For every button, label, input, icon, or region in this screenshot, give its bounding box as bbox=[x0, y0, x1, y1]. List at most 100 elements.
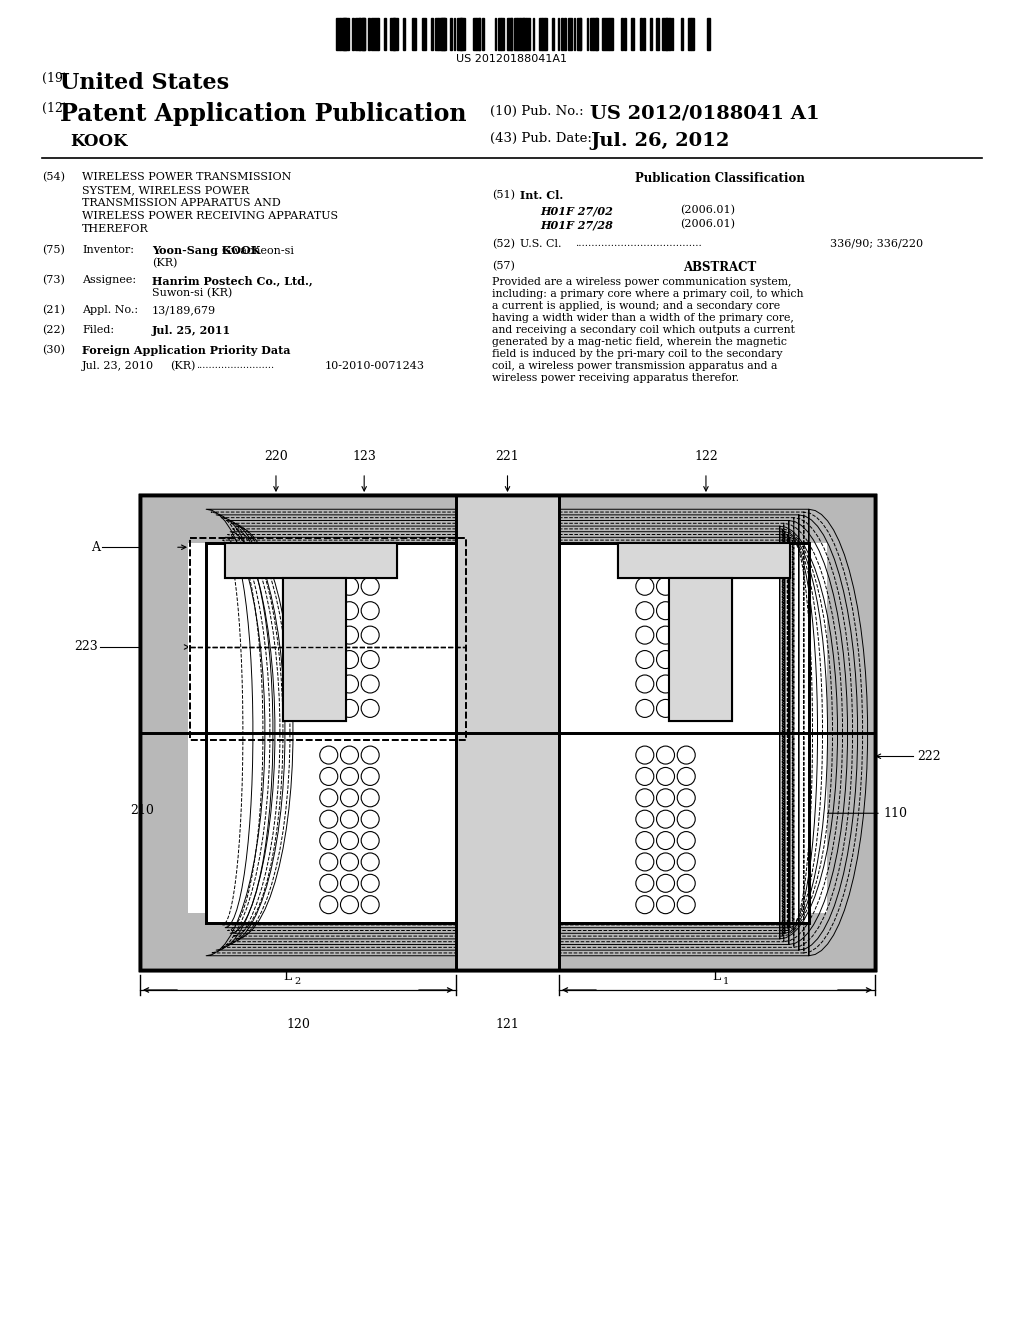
Bar bbox=[140, 495, 874, 543]
Bar bbox=[336, 18, 340, 50]
Bar bbox=[343, 18, 346, 50]
Bar bbox=[552, 18, 554, 50]
Text: (KR): (KR) bbox=[152, 257, 177, 268]
Circle shape bbox=[636, 789, 654, 807]
Bar bbox=[140, 913, 874, 970]
Circle shape bbox=[340, 626, 358, 644]
Bar bbox=[456, 495, 559, 970]
Circle shape bbox=[319, 602, 338, 619]
Bar bbox=[593, 18, 597, 50]
Bar bbox=[378, 18, 379, 50]
Text: THEREFOR: THEREFOR bbox=[82, 224, 148, 234]
Bar bbox=[434, 18, 437, 50]
Bar bbox=[441, 18, 445, 50]
Text: (12): (12) bbox=[42, 102, 68, 115]
Text: Inventor:: Inventor: bbox=[82, 246, 134, 255]
Bar bbox=[224, 543, 397, 578]
Text: H01F 27/02: H01F 27/02 bbox=[540, 205, 613, 216]
Circle shape bbox=[361, 874, 379, 892]
Bar bbox=[546, 18, 547, 50]
Circle shape bbox=[636, 675, 654, 693]
Bar bbox=[670, 578, 732, 721]
Bar bbox=[390, 18, 394, 50]
Text: Patent Application Publication: Patent Application Publication bbox=[60, 102, 467, 125]
Text: 13/189,679: 13/189,679 bbox=[152, 305, 216, 315]
Bar bbox=[463, 18, 465, 50]
Bar bbox=[827, 495, 874, 970]
Bar bbox=[514, 18, 517, 50]
Bar bbox=[355, 18, 359, 50]
Text: (10) Pub. No.:: (10) Pub. No.: bbox=[490, 106, 584, 117]
Text: 221: 221 bbox=[496, 450, 519, 463]
Bar bbox=[558, 18, 559, 50]
Bar bbox=[479, 18, 480, 50]
Bar bbox=[456, 495, 559, 970]
Bar bbox=[622, 18, 623, 50]
Text: Hanrim Postech Co., Ltd.,: Hanrim Postech Co., Ltd., bbox=[152, 275, 312, 286]
Circle shape bbox=[656, 874, 675, 892]
Circle shape bbox=[656, 577, 675, 595]
Text: (22): (22) bbox=[42, 325, 65, 335]
Circle shape bbox=[319, 577, 338, 595]
Circle shape bbox=[677, 651, 695, 668]
Text: ABSTRACT: ABSTRACT bbox=[683, 261, 757, 275]
Circle shape bbox=[677, 675, 695, 693]
Text: (54): (54) bbox=[42, 172, 65, 182]
Circle shape bbox=[319, 853, 338, 871]
Bar bbox=[498, 18, 501, 50]
Text: WIRELESS POWER RECEIVING APPARATUS: WIRELESS POWER RECEIVING APPARATUS bbox=[82, 211, 338, 220]
Bar bbox=[454, 18, 456, 50]
Text: Filed:: Filed: bbox=[82, 325, 114, 335]
Bar bbox=[640, 18, 642, 50]
Text: 110: 110 bbox=[883, 807, 907, 820]
Bar bbox=[140, 495, 874, 970]
Circle shape bbox=[361, 896, 379, 913]
Circle shape bbox=[340, 810, 358, 828]
Circle shape bbox=[340, 651, 358, 668]
Circle shape bbox=[636, 553, 654, 570]
Bar bbox=[625, 18, 626, 50]
Text: .........................: ......................... bbox=[196, 360, 274, 370]
Circle shape bbox=[656, 832, 675, 850]
Bar bbox=[140, 495, 874, 970]
Bar bbox=[444, 18, 445, 50]
Bar bbox=[507, 18, 512, 50]
Text: 336/90; 336/220: 336/90; 336/220 bbox=[830, 239, 923, 249]
Circle shape bbox=[677, 853, 695, 871]
Bar bbox=[656, 18, 659, 50]
Bar bbox=[224, 543, 397, 578]
Circle shape bbox=[340, 553, 358, 570]
Bar bbox=[187, 543, 827, 913]
Circle shape bbox=[636, 767, 654, 785]
Text: SYSTEM, WIRELESS POWER: SYSTEM, WIRELESS POWER bbox=[82, 185, 249, 195]
Bar bbox=[670, 578, 732, 721]
Circle shape bbox=[656, 896, 675, 913]
Bar bbox=[284, 578, 346, 721]
Text: 121: 121 bbox=[496, 1018, 519, 1031]
Text: (51): (51) bbox=[492, 190, 515, 201]
Text: 122: 122 bbox=[694, 450, 718, 463]
Bar bbox=[539, 18, 542, 50]
Circle shape bbox=[340, 746, 358, 764]
Bar bbox=[482, 18, 484, 50]
Circle shape bbox=[636, 810, 654, 828]
Circle shape bbox=[361, 832, 379, 850]
Text: (75): (75) bbox=[42, 246, 65, 255]
Text: (21): (21) bbox=[42, 305, 65, 315]
Circle shape bbox=[656, 675, 675, 693]
Text: a current is applied, is wound; and a secondary core: a current is applied, is wound; and a se… bbox=[492, 301, 780, 312]
Bar bbox=[451, 18, 452, 50]
Text: Publication Classification: Publication Classification bbox=[635, 172, 805, 185]
Circle shape bbox=[361, 553, 379, 570]
Bar bbox=[422, 18, 426, 50]
Bar bbox=[476, 18, 480, 50]
Text: 220: 220 bbox=[264, 450, 288, 463]
Text: H01F 27/28: H01F 27/28 bbox=[540, 219, 613, 230]
Circle shape bbox=[319, 789, 338, 807]
Circle shape bbox=[319, 874, 338, 892]
Circle shape bbox=[636, 853, 654, 871]
Bar bbox=[617, 543, 791, 578]
Circle shape bbox=[636, 746, 654, 764]
Text: coil, a wireless power transmission apparatus and a: coil, a wireless power transmission appa… bbox=[492, 360, 777, 371]
Text: Provided are a wireless power communication system,: Provided are a wireless power communicat… bbox=[492, 277, 792, 286]
